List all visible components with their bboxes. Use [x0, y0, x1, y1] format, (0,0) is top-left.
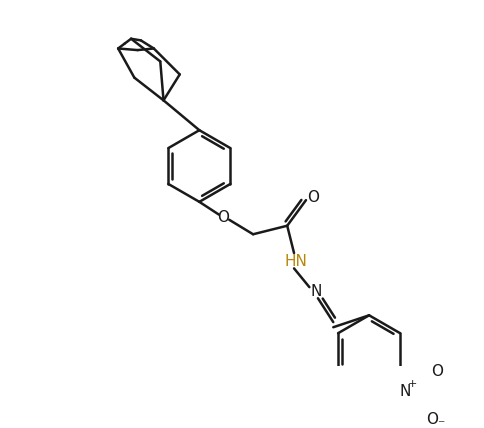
- Text: O: O: [217, 210, 229, 225]
- Text: O: O: [426, 412, 438, 427]
- Text: HN: HN: [284, 254, 307, 269]
- Text: ⁻: ⁻: [437, 418, 444, 428]
- Text: N: N: [311, 284, 322, 299]
- Text: O: O: [431, 364, 443, 379]
- Text: O: O: [307, 190, 319, 205]
- Text: N: N: [399, 384, 410, 399]
- Text: +: +: [408, 379, 417, 389]
